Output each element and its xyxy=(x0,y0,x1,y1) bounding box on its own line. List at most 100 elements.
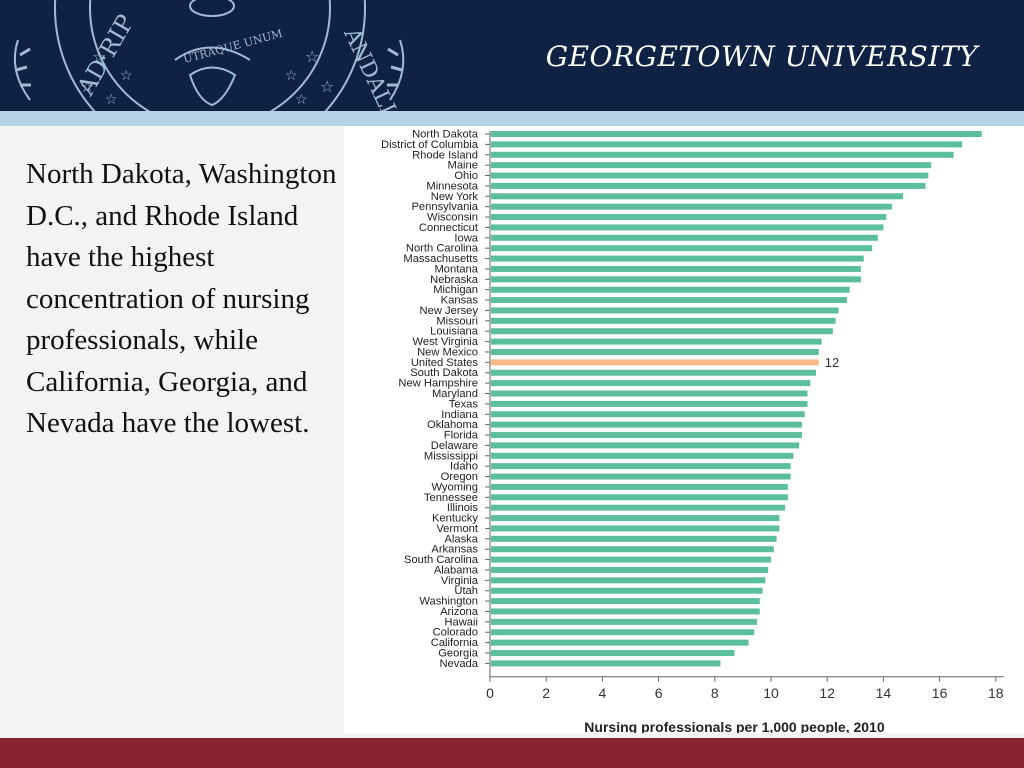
category-label: New Hampshire xyxy=(398,378,478,390)
category-label: Kentucky xyxy=(432,513,478,525)
category-label: Connecticut xyxy=(419,222,479,234)
category-label: California xyxy=(431,637,479,649)
bar xyxy=(491,348,819,355)
x-tick-label: 10 xyxy=(763,685,779,701)
category-label: Pennsylvania xyxy=(411,201,478,213)
category-label: District of Columbia xyxy=(381,139,479,151)
category-label: Ohio xyxy=(454,170,478,182)
bar xyxy=(491,131,982,137)
category-label: Oklahoma xyxy=(427,419,479,431)
category-label: Montana xyxy=(434,263,478,275)
category-label: Wyoming xyxy=(431,481,478,493)
svg-text:☆: ☆ xyxy=(295,92,308,108)
bar xyxy=(491,556,771,563)
category-label: Oregon xyxy=(441,471,478,483)
bar xyxy=(491,380,811,387)
x-tick-label: 18 xyxy=(988,685,1004,701)
category-label: West Virginia xyxy=(413,336,479,348)
bar xyxy=(491,276,861,283)
category-label: Alaska xyxy=(444,533,478,545)
category-label: New Jersey xyxy=(420,305,479,317)
bar xyxy=(491,265,861,272)
bar xyxy=(491,598,760,605)
university-name: GEORGETOWN UNIVERSITY xyxy=(545,40,978,73)
highlight-bar xyxy=(491,359,819,366)
category-label: Maryland xyxy=(432,388,478,400)
category-label: Indiana xyxy=(441,409,478,421)
svg-text:☆: ☆ xyxy=(80,77,94,96)
bar xyxy=(491,483,788,490)
bar xyxy=(491,193,904,200)
bar xyxy=(491,432,802,439)
bar xyxy=(491,577,766,584)
bar xyxy=(491,566,769,573)
bar xyxy=(491,214,887,221)
x-tick-label: 16 xyxy=(932,685,948,701)
bar xyxy=(491,141,963,148)
bar xyxy=(491,182,926,189)
category-label: Iowa xyxy=(454,232,478,244)
bar xyxy=(491,421,802,428)
seal-motto: UTRAQUE UNUM xyxy=(182,27,284,66)
category-label: Delaware xyxy=(431,440,478,452)
category-label: Texas xyxy=(449,398,479,410)
bar xyxy=(491,515,780,522)
bar xyxy=(491,525,780,532)
slide-body-text: North Dakota, Washington D.C., and Rhode… xyxy=(26,158,337,439)
category-label: Minnesota xyxy=(426,180,478,192)
x-tick-label: 2 xyxy=(542,685,550,701)
category-label: United States xyxy=(411,357,479,369)
bar xyxy=(491,255,864,262)
category-label: Utah xyxy=(454,585,478,597)
bar xyxy=(491,650,735,656)
chart-panel: North Dakota District of Columbia Rhode Is… xyxy=(344,126,1024,735)
bar xyxy=(491,587,763,594)
bar xyxy=(491,224,884,231)
bar xyxy=(491,369,816,376)
x-tick-label: 4 xyxy=(599,685,607,701)
category-label: Florida xyxy=(444,430,479,442)
x-axis-label: Nursing professionals per 1,000 people, … xyxy=(584,719,885,733)
bar xyxy=(491,504,786,511)
category-label: Virginia xyxy=(441,575,479,587)
category-label: North Dakota xyxy=(412,129,479,141)
category-label: New Mexico xyxy=(417,346,478,358)
category-label: Michigan xyxy=(433,284,478,296)
x-tick-label: 8 xyxy=(711,685,719,701)
category-label: Arizona xyxy=(440,606,479,618)
category-label: Georgia xyxy=(438,648,479,660)
accent-band xyxy=(0,111,1024,126)
category-label: North Carolina xyxy=(406,243,479,255)
category-label: Hawaii xyxy=(444,616,478,628)
bar xyxy=(491,151,954,158)
category-label: Alabama xyxy=(434,564,479,576)
x-tick-label: 0 xyxy=(486,685,494,701)
bar xyxy=(491,618,757,625)
bar-annotation-label: 12 xyxy=(825,355,839,370)
category-label: Nevada xyxy=(439,658,478,670)
category-label: South Dakota xyxy=(410,367,479,379)
category-label: Arkansas xyxy=(431,544,478,556)
bar xyxy=(491,400,808,407)
bar xyxy=(491,546,774,553)
category-label: Rhode Island xyxy=(412,149,478,161)
svg-text:☆: ☆ xyxy=(105,92,118,108)
bar xyxy=(491,328,833,335)
bar xyxy=(491,442,800,449)
x-tick-label: 14 xyxy=(876,685,892,701)
bar xyxy=(491,452,794,459)
category-label: Kansas xyxy=(441,295,479,307)
category-label: New York xyxy=(431,191,479,203)
category-label: Tennessee xyxy=(424,492,478,504)
category-label: Missouri xyxy=(436,315,478,327)
category-label: Wisconsin xyxy=(427,212,478,224)
category-label: Vermont xyxy=(436,523,479,535)
category-label: Washington xyxy=(419,596,478,608)
bar xyxy=(491,629,755,636)
bar xyxy=(491,639,749,646)
svg-text:☆: ☆ xyxy=(320,77,334,96)
bar xyxy=(491,245,873,252)
bar xyxy=(491,317,836,324)
category-label: Louisiana xyxy=(430,326,479,338)
